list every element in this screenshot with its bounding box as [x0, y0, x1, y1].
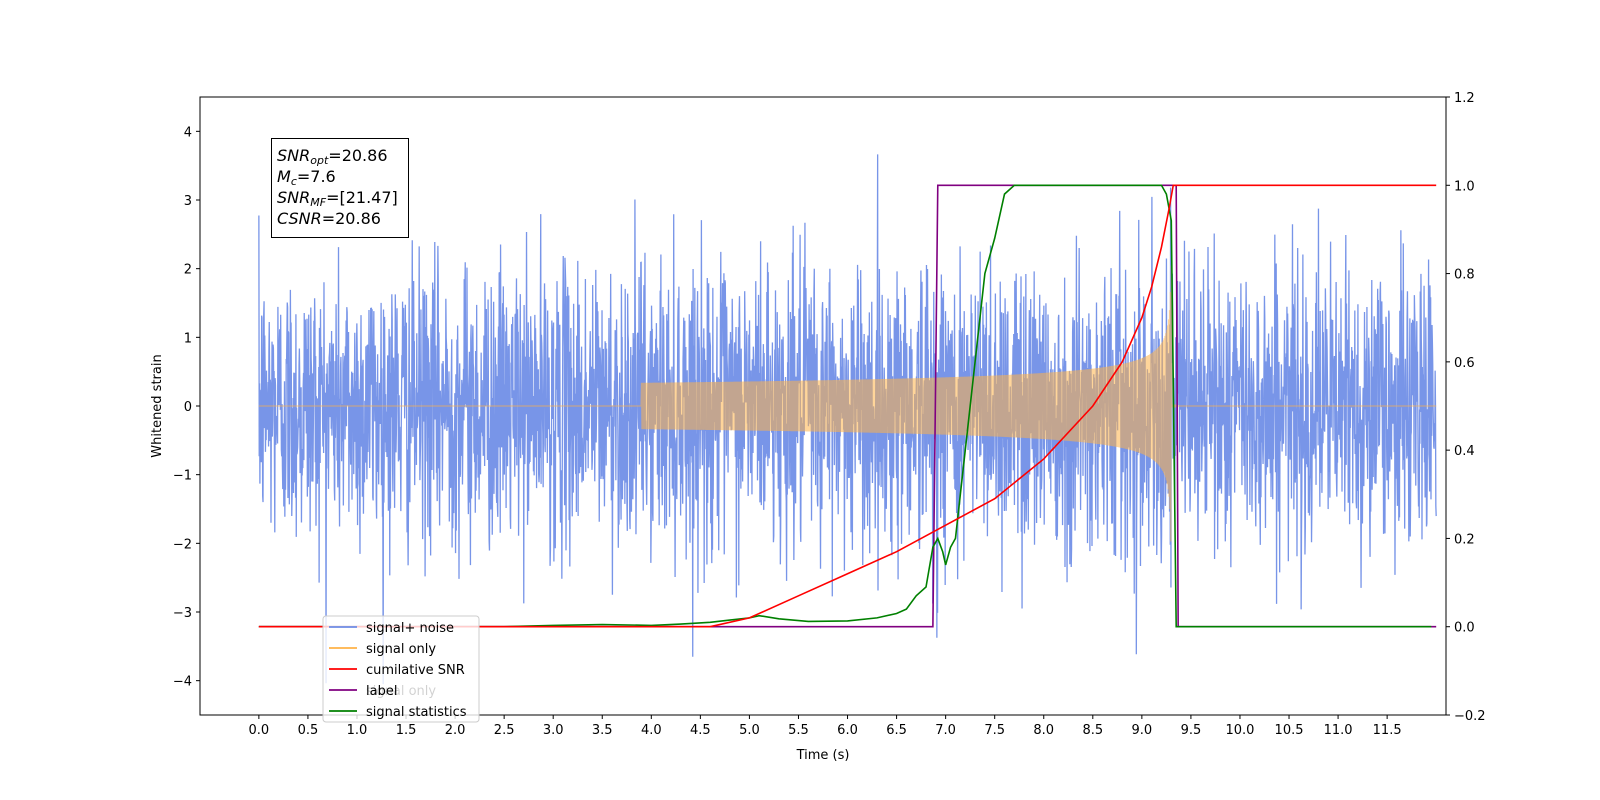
x-tick-label: 1.5: [396, 723, 417, 738]
legend-label: signal statistics: [366, 705, 467, 720]
x-tick-label: 3.0: [543, 723, 564, 738]
x-tick-label: 8.5: [1082, 723, 1103, 738]
x-axis: 0.0 0.5 1.0 1.5 2.0 2.5 3.0 3.5 4.0 4.5 5.0 5.5 6.0 6…: [249, 715, 1402, 738]
mc-row: Mc=7.6: [277, 166, 408, 187]
y-tick-label-right: 0.8: [1454, 268, 1475, 283]
series-signal-only: [258, 265, 1437, 542]
x-tick-label: 8.0: [1033, 723, 1054, 738]
mc-subscript: c: [290, 175, 297, 188]
legend-overlapped-text: signal only: [366, 684, 436, 699]
x-tick-label: 4.0: [641, 723, 662, 738]
plot-area: [258, 154, 1437, 685]
series-signal-statistics: [258, 184, 1432, 628]
legend-label: label: [366, 684, 397, 699]
snr-mf-value: =[21.47]: [326, 188, 398, 207]
csnr-row: CSNR=20.86: [277, 208, 408, 229]
y-tick-label-left: 2: [184, 263, 192, 278]
x-tick-label: 10.5: [1275, 723, 1304, 738]
x-tick-label: 6.0: [837, 723, 858, 738]
y-tick-label-left: −3: [173, 606, 192, 621]
x-tick-label: 5.5: [788, 723, 809, 738]
y-tick-label-left: 0: [184, 400, 192, 415]
y-tick-label-right: 0.2: [1454, 532, 1475, 547]
series-cumulative-snr: [258, 184, 1437, 628]
y-tick-label-right: 0.4: [1454, 444, 1475, 459]
y-tick-label-right: 1.0: [1454, 179, 1475, 194]
y-tick-label-right: 0.6: [1454, 356, 1475, 371]
snr-mf-row: SNRMF=[21.47]: [277, 187, 408, 208]
stats-annotation-box: SNRopt=20.86 Mc=7.6 SNRMF=[21.47] CSNR=2…: [271, 138, 409, 238]
snr-mf-subscript: MF: [310, 196, 327, 209]
y-axis-left: 4 3 2 1 0 −1 −2 −3 −4: [173, 125, 200, 690]
x-tick-label: 0.0: [249, 723, 270, 738]
y-tick-label-right: 1.2: [1454, 91, 1475, 106]
x-tick-label: 11.0: [1324, 723, 1353, 738]
snr-opt-row: SNRopt=20.86: [277, 145, 408, 166]
snr-mf-symbol: SNR: [277, 188, 311, 207]
legend-label: signal only: [366, 642, 436, 657]
x-tick-label: 2.0: [445, 723, 466, 738]
y-tick-label-right: 0.0: [1454, 621, 1475, 636]
csnr-symbol: CSNR: [277, 209, 322, 228]
mc-value: =7.6: [296, 167, 336, 186]
series-group: [258, 154, 1437, 685]
y-tick-label-left: −1: [173, 469, 192, 484]
legend-label: cumilative SNR: [366, 663, 465, 678]
snr-opt-symbol: SNR: [277, 146, 311, 165]
x-tick-label: 2.5: [494, 723, 515, 738]
csnr-value: =20.86: [321, 209, 381, 228]
x-tick-label: 7.0: [935, 723, 956, 738]
mc-symbol: M: [277, 167, 291, 186]
snr-opt-value: =20.86: [328, 146, 388, 165]
x-tick-label: 9.5: [1181, 723, 1202, 738]
y-tick-label-right: −0.2: [1454, 709, 1486, 724]
x-tick-label: 5.0: [739, 723, 760, 738]
y-axis-right: 1.2 1.0 0.8 0.6 0.4 0.2 0.0 −0.2: [1446, 91, 1486, 724]
legend: signal+ noise signal only cumilative SNR la…: [322, 615, 480, 723]
y-tick-label-left: −4: [173, 675, 192, 690]
y-tick-label-left: −2: [173, 537, 192, 552]
x-axis-label: Time (s): [796, 748, 850, 763]
x-tick-label: 1.0: [347, 723, 368, 738]
x-tick-label: 6.5: [886, 723, 907, 738]
x-tick-label: 4.5: [690, 723, 711, 738]
y-tick-label-left: 4: [184, 125, 192, 140]
legend-label: signal+ noise: [366, 621, 454, 636]
y-axis-label: Whitened strain: [150, 354, 165, 457]
x-tick-label: 3.5: [592, 723, 613, 738]
legend-frame: [322, 615, 480, 723]
x-tick-label: 7.5: [984, 723, 1005, 738]
y-tick-label-left: 3: [184, 194, 192, 209]
y-tick-label-left: 1: [184, 331, 192, 346]
x-tick-label: 10.0: [1225, 723, 1254, 738]
snr-opt-subscript: opt: [310, 154, 329, 167]
x-tick-label: 0.5: [298, 723, 319, 738]
x-tick-label: 11.5: [1373, 723, 1402, 738]
x-tick-label: 9.0: [1132, 723, 1153, 738]
